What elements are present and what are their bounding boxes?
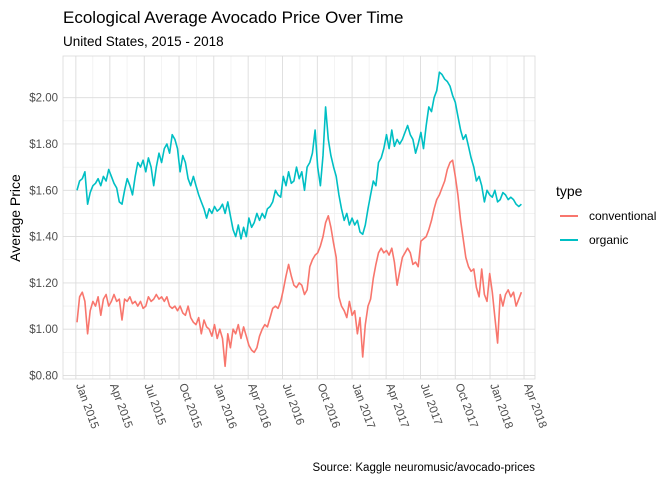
legend-title: type [556, 183, 583, 199]
x-tick-label: Oct 2017 [452, 382, 479, 430]
y-tick-label: $0.80 [29, 371, 58, 383]
x-tick-label: Oct 2016 [315, 382, 342, 430]
major-gridlines [63, 56, 535, 379]
legend: type conventional organic [556, 183, 656, 247]
x-tick-label: Jan 2015 [73, 382, 100, 431]
legend-label-organic: organic [589, 233, 628, 247]
y-tick-label: $1.40 [29, 232, 58, 244]
y-axis-label: Average Price [7, 174, 23, 262]
x-tick-label: Jul 2016 [280, 382, 306, 427]
x-tick-label: Jul 2015 [141, 382, 167, 427]
x-tick-label: Apr 2018 [521, 382, 548, 430]
x-tick-label: Apr 2016 [245, 382, 272, 430]
chart-caption: Source: Kaggle neuromusic/avocado-prices [313, 462, 536, 474]
x-tick-label: Jan 2016 [211, 382, 238, 431]
y-axis-ticks: $0.80 $1.00 $1.20 $1.40 $1.60 $1.80 $2.00 [29, 93, 58, 383]
x-axis-ticks: Jan 2015 Apr 2015 Jul 2015 Oct 2015 Jan 2016… [73, 382, 548, 431]
x-tick-label: Apr 2015 [107, 382, 134, 430]
x-tick-label: Apr 2017 [383, 382, 410, 430]
chart-subtitle: United States, 2015 - 2018 [63, 34, 224, 49]
y-tick-label: $1.00 [29, 324, 58, 336]
y-tick-label: $1.20 [29, 278, 58, 290]
x-tick-label: Jan 2017 [349, 382, 376, 431]
minor-gridlines [63, 56, 535, 379]
series-lines [76, 71, 523, 368]
x-tick-label: Jul 2017 [418, 382, 444, 427]
x-tick-label: Jan 2018 [487, 382, 514, 431]
panel-border [62, 55, 536, 380]
x-tick-label: Oct 2015 [176, 382, 203, 430]
series-line-conventional [76, 159, 523, 368]
chart-title: Ecological Average Avocado Price Over Ti… [63, 8, 404, 27]
y-tick-label: $1.80 [29, 139, 58, 151]
y-tick-label: $2.00 [29, 93, 58, 105]
series-line-organic [76, 71, 522, 240]
y-tick-label: $1.60 [29, 185, 58, 197]
legend-label-conventional: conventional [589, 209, 656, 223]
